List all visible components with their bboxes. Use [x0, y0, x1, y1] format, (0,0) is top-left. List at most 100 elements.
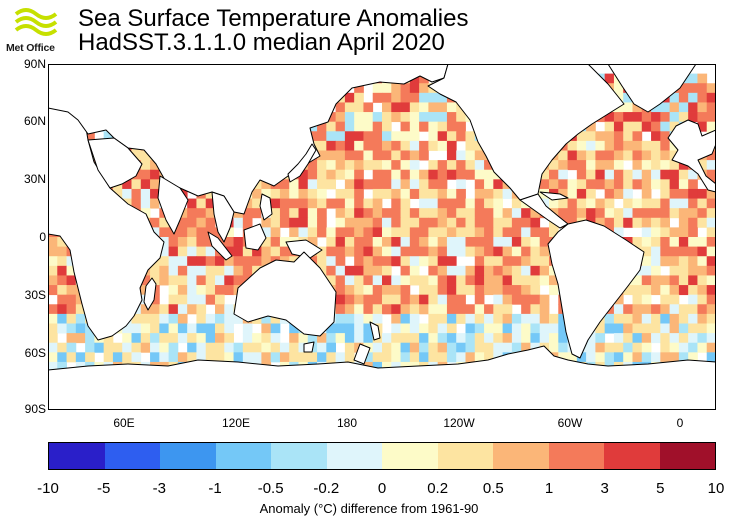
anomaly-cell [409, 217, 420, 228]
anomaly-cell [539, 265, 550, 276]
anomaly-cell [474, 256, 485, 267]
anomaly-cell [400, 112, 411, 123]
anomaly-cell [697, 342, 708, 353]
anomaly-cell [409, 342, 420, 353]
anomaly-cell [242, 265, 253, 276]
anomaly-cell [270, 333, 281, 344]
colorbar-tick-label: -5 [96, 480, 111, 497]
anomaly-cell [354, 121, 364, 132]
anomaly-cell [122, 179, 132, 190]
anomaly-cell [335, 188, 346, 199]
anomaly-cell [140, 198, 151, 209]
anomaly-cell [678, 333, 689, 344]
anomaly-cell [586, 208, 596, 219]
anomaly-cell [335, 352, 346, 363]
anomaly-cell [400, 275, 411, 286]
anomaly-cell [409, 208, 420, 219]
anomaly-cell [474, 304, 485, 315]
anomaly-cell [688, 208, 698, 219]
anomaly-cell [57, 265, 67, 276]
anomaly-cell [344, 227, 355, 238]
anomaly-cell [75, 352, 86, 363]
anomaly-cell [317, 256, 327, 267]
anomaly-cell [437, 342, 448, 353]
anomaly-cell [660, 160, 671, 171]
anomaly-cell [140, 188, 151, 199]
anomaly-cell [150, 342, 160, 353]
anomaly-cell [428, 246, 439, 257]
anomaly-cell [456, 160, 466, 171]
anomaly-cell [521, 294, 531, 305]
anomaly-cell [354, 140, 364, 151]
anomaly-cell [641, 333, 652, 344]
anomaly-cell [521, 323, 531, 334]
anomaly-cell [372, 275, 383, 286]
anomaly-cell [326, 140, 337, 151]
anomaly-cell [669, 169, 680, 180]
anomaly-cell [502, 342, 513, 353]
colorbar-segment [604, 443, 660, 469]
anomaly-cell [521, 208, 531, 219]
anomaly-cell [437, 294, 448, 305]
colorbar-segment [382, 443, 438, 469]
anomaly-cell [697, 275, 708, 286]
anomaly-cell [604, 188, 615, 199]
anomaly-cell [205, 188, 216, 199]
anomaly-cell [465, 150, 476, 161]
anomaly-cell [549, 179, 559, 190]
anomaly-cell [465, 352, 476, 363]
anomaly-cell [493, 237, 504, 248]
anomaly-cell [456, 237, 466, 248]
anomaly-cell [474, 160, 485, 171]
anomaly-cell [409, 102, 420, 113]
anomaly-cell [613, 112, 624, 123]
anomaly-cell [660, 121, 671, 132]
anomaly-cell [660, 342, 671, 353]
anomaly-cell [150, 313, 160, 324]
anomaly-cell [576, 179, 587, 190]
anomaly-cell [604, 217, 615, 228]
arabia-land [87, 137, 143, 189]
anomaly-cell [632, 102, 643, 113]
anomaly-cell [465, 342, 476, 353]
anomaly-cell [354, 208, 364, 219]
anomaly-cell [623, 342, 633, 353]
anomaly-cell [595, 131, 606, 142]
anomaly-cell [307, 160, 318, 171]
anomaly-cell [437, 208, 448, 219]
anomaly-cell [140, 160, 151, 171]
anomaly-cell [437, 275, 448, 286]
anomaly-cell [465, 131, 476, 142]
anomaly-cell [140, 179, 151, 190]
anomaly-cell [632, 304, 643, 315]
anomaly-cell [391, 83, 401, 94]
anomaly-cell [669, 121, 680, 132]
anomaly-cell [289, 323, 299, 334]
lon-label-60w: 60W [557, 416, 583, 430]
anomaly-cell [688, 179, 698, 190]
anomaly-cell [344, 304, 355, 315]
anomaly-cell [279, 208, 290, 219]
anomaly-cell [474, 285, 485, 296]
anomaly-cell [651, 160, 661, 171]
anomaly-cell [224, 342, 234, 353]
australia-land [233, 251, 337, 337]
anomaly-cell [159, 256, 170, 267]
anomaly-cell [400, 179, 411, 190]
anomaly-cell [437, 140, 448, 151]
anomaly-cell [372, 227, 383, 238]
lat-label-30n: 30N [23, 172, 46, 186]
anomaly-cell [549, 313, 559, 324]
anomaly-cell [567, 198, 578, 209]
anomaly-cell [558, 313, 568, 324]
anomaly-cell [586, 160, 596, 171]
anomaly-cell [558, 333, 568, 344]
anomaly-cell [613, 179, 624, 190]
anomaly-cell [196, 294, 207, 305]
lat-label-90n: 90N [23, 57, 46, 71]
anomaly-cell [205, 217, 216, 228]
anomaly-cell [372, 246, 383, 257]
anomaly-cell [382, 275, 392, 286]
anomaly-cell [465, 275, 476, 286]
anomaly-cell [530, 333, 541, 344]
